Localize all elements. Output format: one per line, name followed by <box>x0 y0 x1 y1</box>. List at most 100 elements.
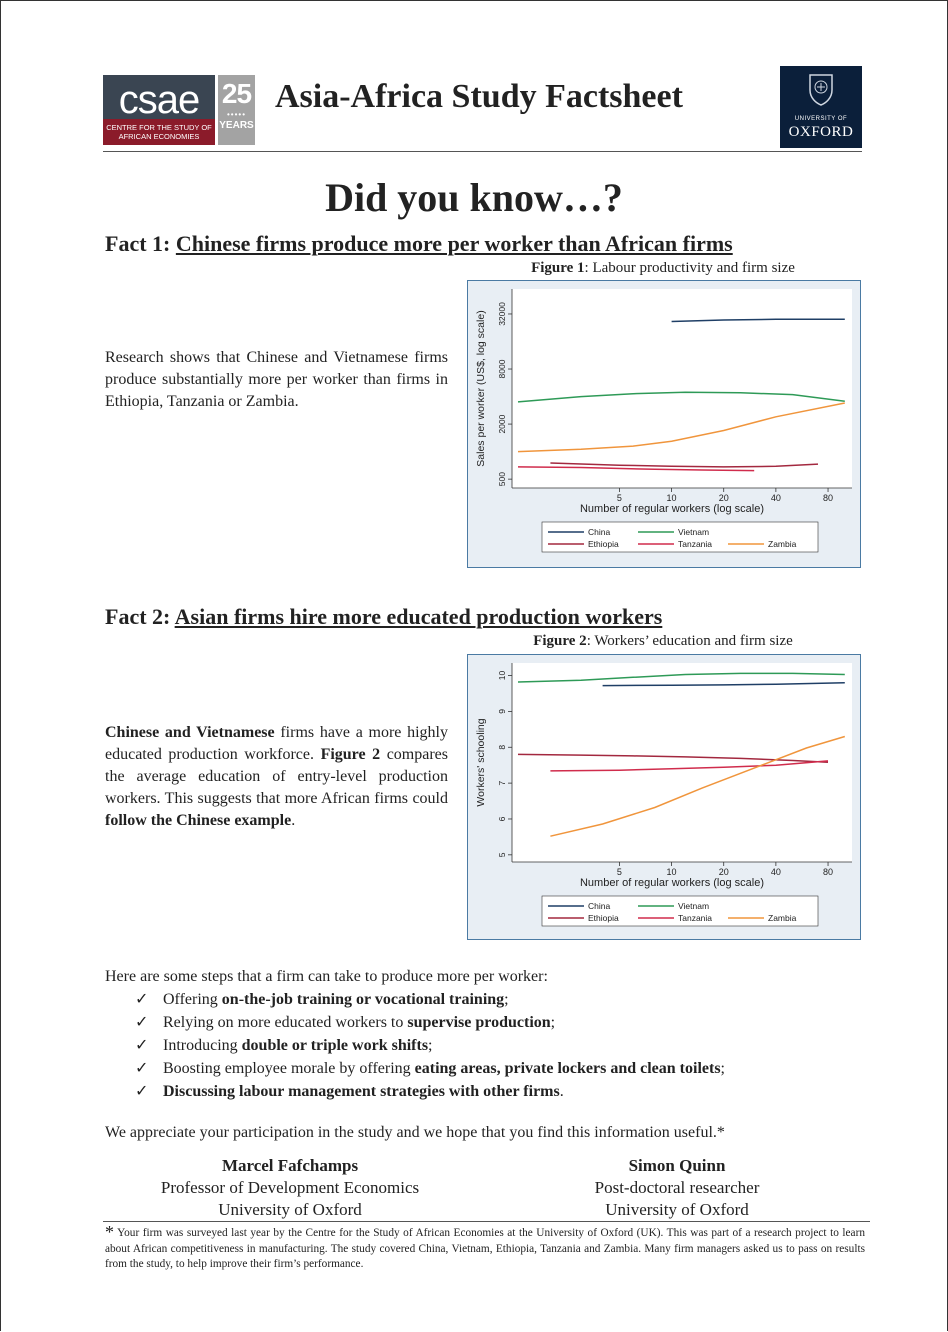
step-bold: double or triple work shifts <box>241 1037 429 1054</box>
figure1-label: Figure 1 <box>531 260 585 276</box>
figure1-chart: 5 10 20 40 80 500 2000 8000 32000 Number of regul… <box>467 280 861 568</box>
series-line-ethiopia <box>517 753 829 764</box>
series-line-zambia <box>550 735 846 837</box>
fact2-text-2: compares the average education of entry-… <box>105 746 448 807</box>
oxford-name-label: OXFORD <box>788 124 854 140</box>
series-line-tanzania <box>517 466 755 472</box>
closing-text: We appreciate your participation in the … <box>105 1124 725 1141</box>
csae-logo-text: csae <box>119 78 200 122</box>
y-tick-label: 8 <box>497 745 507 750</box>
series-line-vietnam <box>517 391 845 403</box>
csae-logo-subtext-1: CENTRE FOR THE STUDY OF <box>106 123 212 132</box>
y-tick-label: 7 <box>497 780 507 785</box>
signer-role: Post-doctoral researcher <box>594 1178 760 1197</box>
step-item: ✓ Discussing labour management strategies… <box>105 1080 885 1103</box>
y-tick-label: 32000 <box>497 302 507 326</box>
x-axis-label: Number of regular workers (log scale) <box>580 877 764 889</box>
step-punct: ; <box>504 991 509 1008</box>
anniversary-badge: 25 ••••• YEARS <box>218 75 255 145</box>
footnote-text: Your firm was surveyed last year by the … <box>105 1227 865 1270</box>
check-icon: ✓ <box>135 991 149 1008</box>
y-tick-label: 8000 <box>497 359 507 378</box>
steps-section: Here are some steps that a firm can take… <box>105 965 885 1103</box>
x-axis-label: Number of regular workers (log scale) <box>580 503 764 515</box>
csae-logo: csae CENTRE FOR THE STUDY OF AFRICAN ECO… <box>103 75 215 145</box>
legend-label-zambia: Zambia <box>768 913 797 923</box>
step-punct: ; <box>550 1014 556 1031</box>
x-tick-label: 10 <box>667 493 677 503</box>
signature-left: Marcel Fafchamps Professor of Developmen… <box>130 1155 450 1221</box>
x-tick-label: 40 <box>771 867 781 877</box>
legend-box <box>541 521 819 553</box>
check-icon: ✓ <box>135 1083 149 1100</box>
x-tick-label: 5 <box>617 867 622 877</box>
figure2-caption: Figure 2: Workers’ education and firm si… <box>468 633 858 650</box>
step-item: ✓ Offering on-the-job training or vocatio… <box>105 988 885 1011</box>
footnote-divider <box>103 1221 870 1222</box>
x-tick-label: 5 <box>617 493 622 503</box>
fact1-title: Chinese firms produce more per worker th… <box>175 231 733 256</box>
x-tick-label: 10 <box>667 867 677 877</box>
series-line-zambia <box>517 402 845 453</box>
step-text: Relying on more educated workers to <box>163 1014 408 1031</box>
x-tick-label: 80 <box>823 493 833 503</box>
legend-label-vietnam: Vietnam <box>678 901 709 911</box>
series-line-tanzania <box>550 760 829 772</box>
fact2-bold-1: Chinese and Vietnamese <box>105 724 275 741</box>
step-punct: ; <box>428 1037 433 1054</box>
signer-org: University of Oxford <box>218 1200 362 1219</box>
signer-name: Marcel Fafchamps <box>221 1156 359 1175</box>
legend-label-tanzania: Tanzania <box>678 539 712 549</box>
oxford-univ-label: UNIVERSITY OF <box>794 116 848 122</box>
legend-label-vietnam: Vietnam <box>678 527 709 537</box>
oxford-logo: UNIVERSITY OF OXFORD <box>780 66 862 148</box>
fact2-text-1: firms have a more highly educated produc… <box>105 724 448 763</box>
steps-intro: Here are some steps that a firm can take… <box>105 968 548 985</box>
series-line-china <box>602 681 845 687</box>
fact2-heading: Fact 2: Asian firms hire more educated p… <box>105 604 662 630</box>
anniversary-dots: ••••• <box>226 110 246 119</box>
x-tick-label: 40 <box>771 493 781 503</box>
plot-area <box>512 663 852 862</box>
legend-label-ethiopia: Ethiopia <box>588 913 619 923</box>
series-line-vietnam <box>517 672 845 683</box>
y-tick-label: 5 <box>497 852 507 857</box>
factsheet-title: Asia-Africa Study Factsheet <box>275 78 683 115</box>
anniversary-word: YEARS <box>219 120 254 131</box>
signer-name: Simon Quinn <box>628 1156 726 1175</box>
check-icon: ✓ <box>135 1037 149 1054</box>
legend-label-ethiopia: Ethiopia <box>588 539 619 549</box>
x-tick-label: 20 <box>719 493 729 503</box>
fact2-text: Chinese and Vietnamese firms have a more… <box>105 722 448 832</box>
fact2-title: Asian firms hire more educated productio… <box>174 604 663 629</box>
fact1-text: Research shows that Chinese and Vietname… <box>105 349 448 410</box>
fact2-bold-2: Figure 2 <box>320 746 381 763</box>
step-bold: eating areas, private lockers and clean … <box>414 1060 721 1077</box>
step-punct: ; <box>720 1060 725 1077</box>
fact1-prefix: Fact 1: <box>105 231 171 256</box>
legend-label-china: China <box>588 901 610 911</box>
fact1-heading: Fact 1: Chinese firms produce more per w… <box>105 231 733 257</box>
step-text: Boosting employee morale by offering <box>163 1060 415 1077</box>
y-tick-label: 6 <box>497 816 507 821</box>
figure1-caption: Figure 1: Labour productivity and firm s… <box>468 260 858 277</box>
fact2-bold-3: follow the Chinese example <box>105 812 292 829</box>
step-punct: . <box>559 1083 564 1100</box>
step-bold: supervise production <box>407 1014 551 1031</box>
series-line-china <box>671 318 845 323</box>
footnote-star: * <box>105 1222 114 1242</box>
y-tick-label: 500 <box>497 472 507 486</box>
step-item: ✓ Boosting employee morale by offering ea… <box>105 1057 885 1080</box>
check-icon: ✓ <box>135 1014 149 1031</box>
x-tick-label: 80 <box>823 867 833 877</box>
figure2-caption-text: : Workers’ education and firm size <box>586 633 793 649</box>
x-tick-label: 20 <box>719 867 729 877</box>
signer-org: University of Oxford <box>605 1200 749 1219</box>
y-tick-label: 2000 <box>497 414 507 433</box>
step-bold: on-the-job training or vocational traini… <box>221 991 505 1008</box>
step-text: Introducing <box>163 1037 242 1054</box>
step-item: ✓ Relying on more educated workers to sup… <box>105 1011 885 1034</box>
y-tick-label: 10 <box>497 671 507 681</box>
legend-box <box>541 895 819 927</box>
y-axis-label: Workers' schooling <box>475 718 487 806</box>
